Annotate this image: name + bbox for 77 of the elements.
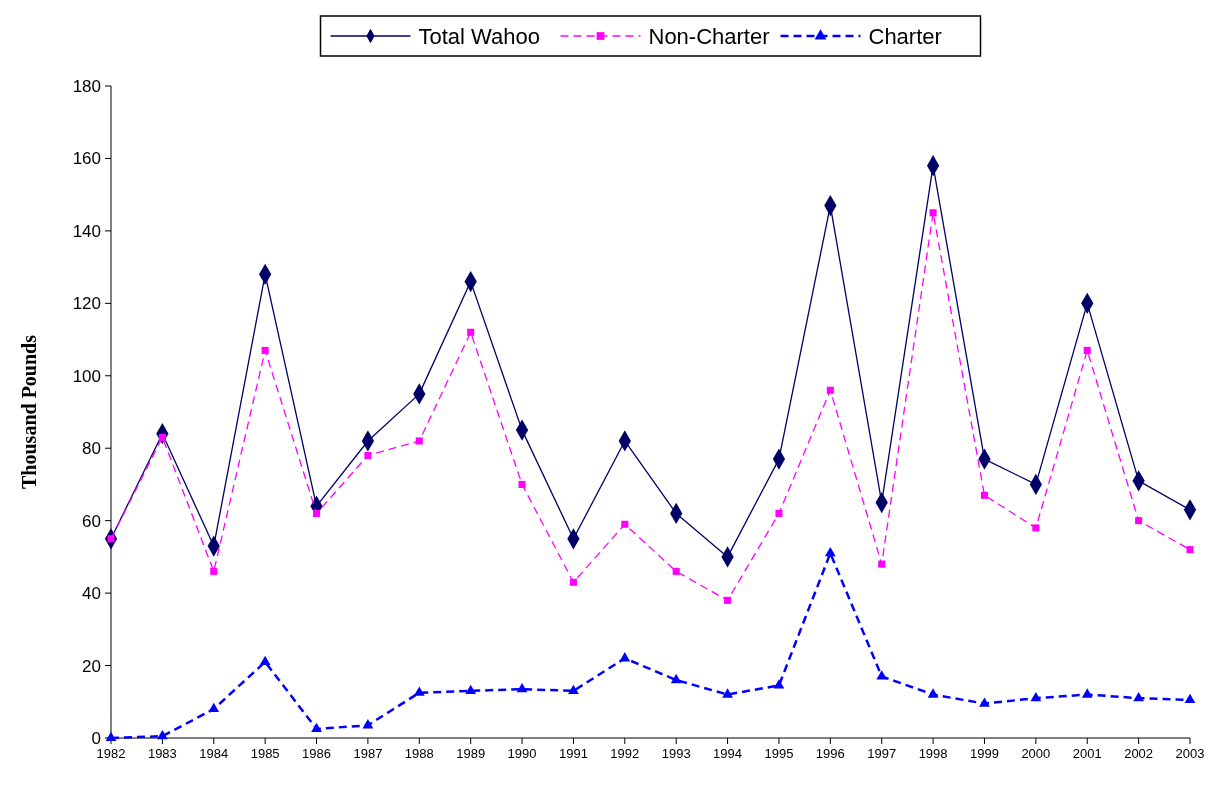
point: [1186, 546, 1194, 554]
x-tick-label: 1983: [147, 746, 177, 761]
x-tick-label: 1997: [867, 746, 897, 761]
point: [927, 688, 939, 698]
x-tick-label: 1995: [764, 746, 794, 761]
y-tick-label: 80: [82, 439, 101, 459]
legend-label: Non-Charter: [648, 23, 770, 49]
y-tick-label: 40: [82, 584, 101, 604]
point: [724, 596, 732, 604]
x-tick-label: 1987: [353, 746, 383, 761]
y-tick-label: 100: [72, 366, 101, 386]
point: [1032, 524, 1040, 532]
point: [876, 670, 888, 680]
point: [722, 688, 733, 698]
point: [261, 346, 269, 354]
point: [824, 547, 836, 557]
point: [312, 509, 321, 517]
point: [1083, 346, 1091, 354]
x-tick-label: 2002: [1124, 746, 1154, 761]
point: [208, 702, 220, 713]
point: [1133, 691, 1144, 702]
y-tick-label: 160: [72, 149, 101, 169]
point: [157, 729, 168, 740]
point: [568, 684, 579, 695]
x-tick-label: 1999: [970, 746, 999, 761]
y-tick-label: 120: [72, 294, 101, 314]
point: [210, 567, 218, 575]
point: [929, 209, 937, 217]
x-tick-label: 1992: [610, 746, 640, 761]
point: [826, 386, 834, 394]
x-tick-label: 1994: [713, 746, 743, 761]
point: [980, 491, 989, 499]
point: [569, 578, 577, 586]
point: [775, 509, 783, 517]
x-tick-label: 2001: [1072, 746, 1102, 761]
point: [362, 719, 374, 729]
x-tick-label: 1988: [404, 746, 434, 761]
point: [1135, 517, 1143, 525]
point: [672, 567, 680, 575]
x-tick-label: 2000: [1021, 746, 1051, 761]
legend-label: Charter: [868, 23, 942, 49]
point: [1184, 693, 1196, 704]
y-axis-title: Thousand Pounds: [18, 334, 40, 489]
point: [467, 328, 475, 336]
y-tick-label: 60: [82, 511, 101, 531]
point: [670, 673, 682, 684]
y-tick-label: 180: [72, 76, 101, 96]
point: [415, 437, 423, 445]
point: [516, 682, 528, 693]
point: [413, 686, 425, 696]
x-tick-label: 1984: [199, 746, 229, 761]
x-tick-label: 1996: [815, 746, 845, 761]
point: [259, 655, 271, 666]
point: [1030, 691, 1042, 702]
x-tick-label: 1989: [456, 746, 486, 761]
point: [1081, 688, 1093, 698]
point: [878, 560, 886, 568]
x-tick-label: 2003: [1175, 746, 1205, 761]
x-tick-label: 1998: [918, 746, 948, 761]
point: [621, 520, 629, 528]
point: [619, 652, 631, 662]
point: [465, 684, 477, 695]
x-tick-label: 1991: [558, 746, 588, 761]
x-tick-label: 1993: [661, 746, 691, 761]
x-tick-label: 1982: [96, 746, 126, 761]
legend-label: Total Wahoo: [418, 23, 540, 49]
x-tick-label: 1985: [250, 746, 280, 761]
x-tick-label: 1986: [302, 746, 331, 761]
point: [311, 722, 322, 733]
point: [364, 451, 372, 459]
y-tick-label: 140: [72, 221, 101, 241]
point: [773, 679, 785, 689]
x-tick-label: 1990: [507, 746, 537, 761]
point: [979, 697, 990, 707]
y-tick-label: 0: [91, 728, 101, 748]
point: [518, 480, 526, 488]
y-tick-label: 20: [82, 656, 101, 676]
